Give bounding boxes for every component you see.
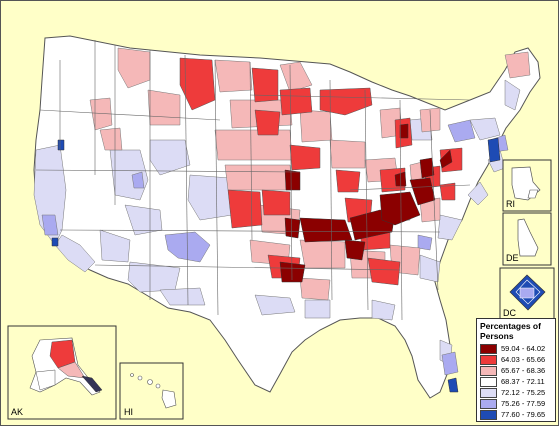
legend-rows: 59.04 - 64.02 64.03 - 65.66 65.67 - 68.3… [480, 343, 552, 420]
legend-label: 68.37 - 72.11 [501, 377, 545, 386]
legend-swatch [480, 409, 497, 420]
region-medium-red [179, 57, 463, 286]
de-inset [502, 212, 552, 266]
legend-swatch [480, 365, 497, 376]
legend-label: 65.67 - 68.36 [501, 366, 546, 375]
ri-inset [502, 159, 552, 212]
legend-item: 65.67 - 68.36 [480, 365, 552, 376]
legend-swatch [480, 398, 497, 409]
state-boundaries [35, 40, 471, 321]
legend-item: 68.37 - 72.11 [480, 376, 552, 387]
map-legend: Percentages of Persons 59.04 - 64.02 64.… [476, 318, 556, 422]
legend-swatch [480, 343, 497, 354]
dc-label: DC [503, 308, 516, 318]
legend-swatch [480, 354, 497, 365]
legend-label: 59.04 - 64.02 [501, 344, 546, 353]
legend-item: 72.12 - 75.25 [480, 387, 552, 398]
legend-label: 77.60 - 79.65 [501, 410, 546, 419]
legend-label: 72.12 - 75.25 [501, 388, 546, 397]
region-medium-blue [41, 119, 509, 376]
alaska-inset [7, 325, 117, 420]
legend-swatch [480, 376, 497, 387]
hawaii-label: HI [124, 407, 133, 417]
legend-label: 64.03 - 65.66 [501, 355, 546, 364]
legend-swatch [480, 387, 497, 398]
legend-item: 77.60 - 79.65 [480, 409, 552, 420]
region-dark-red [279, 123, 453, 283]
legend-title: Percentages of Persons [480, 321, 541, 341]
ri-label: RI [506, 199, 515, 209]
legend-item: 59.04 - 64.02 [480, 343, 552, 354]
legend-item: 64.03 - 65.66 [480, 354, 552, 365]
hawaii-inset [119, 362, 184, 420]
region-dark-blue [51, 137, 501, 393]
alaska-label: AK [11, 407, 24, 417]
legend-label: 75.26 - 77.59 [501, 399, 546, 408]
legend-item: 75.26 - 77.59 [480, 398, 552, 409]
de-label: DE [506, 253, 519, 263]
